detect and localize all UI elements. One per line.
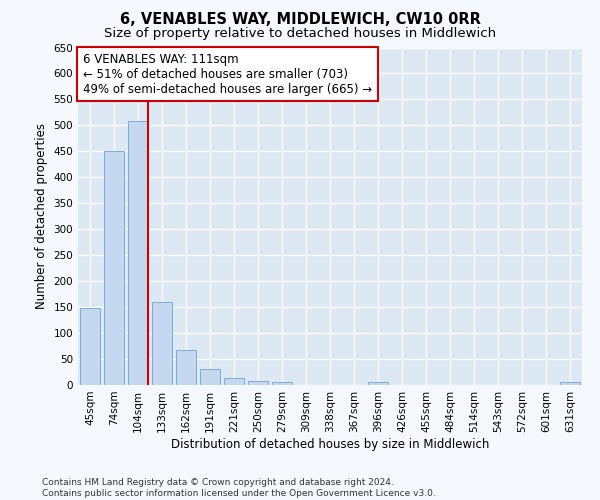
Bar bbox=[368, 382, 388, 385]
Text: 6 VENABLES WAY: 111sqm
← 51% of detached houses are smaller (703)
49% of semi-de: 6 VENABLES WAY: 111sqm ← 51% of detached… bbox=[83, 52, 372, 96]
Bar bbox=[104, 152, 124, 385]
Bar bbox=[152, 302, 172, 385]
Text: Contains HM Land Registry data © Crown copyright and database right 2024.
Contai: Contains HM Land Registry data © Crown c… bbox=[42, 478, 436, 498]
Bar bbox=[200, 370, 220, 385]
Bar bbox=[272, 382, 292, 385]
Text: Size of property relative to detached houses in Middlewich: Size of property relative to detached ho… bbox=[104, 28, 496, 40]
Text: 6, VENABLES WAY, MIDDLEWICH, CW10 0RR: 6, VENABLES WAY, MIDDLEWICH, CW10 0RR bbox=[119, 12, 481, 28]
Bar bbox=[128, 120, 148, 385]
Bar bbox=[224, 378, 244, 385]
Y-axis label: Number of detached properties: Number of detached properties bbox=[35, 123, 48, 309]
Bar bbox=[248, 381, 268, 385]
X-axis label: Distribution of detached houses by size in Middlewich: Distribution of detached houses by size … bbox=[171, 438, 489, 450]
Bar bbox=[560, 382, 580, 385]
Bar bbox=[80, 308, 100, 385]
Bar bbox=[176, 350, 196, 385]
